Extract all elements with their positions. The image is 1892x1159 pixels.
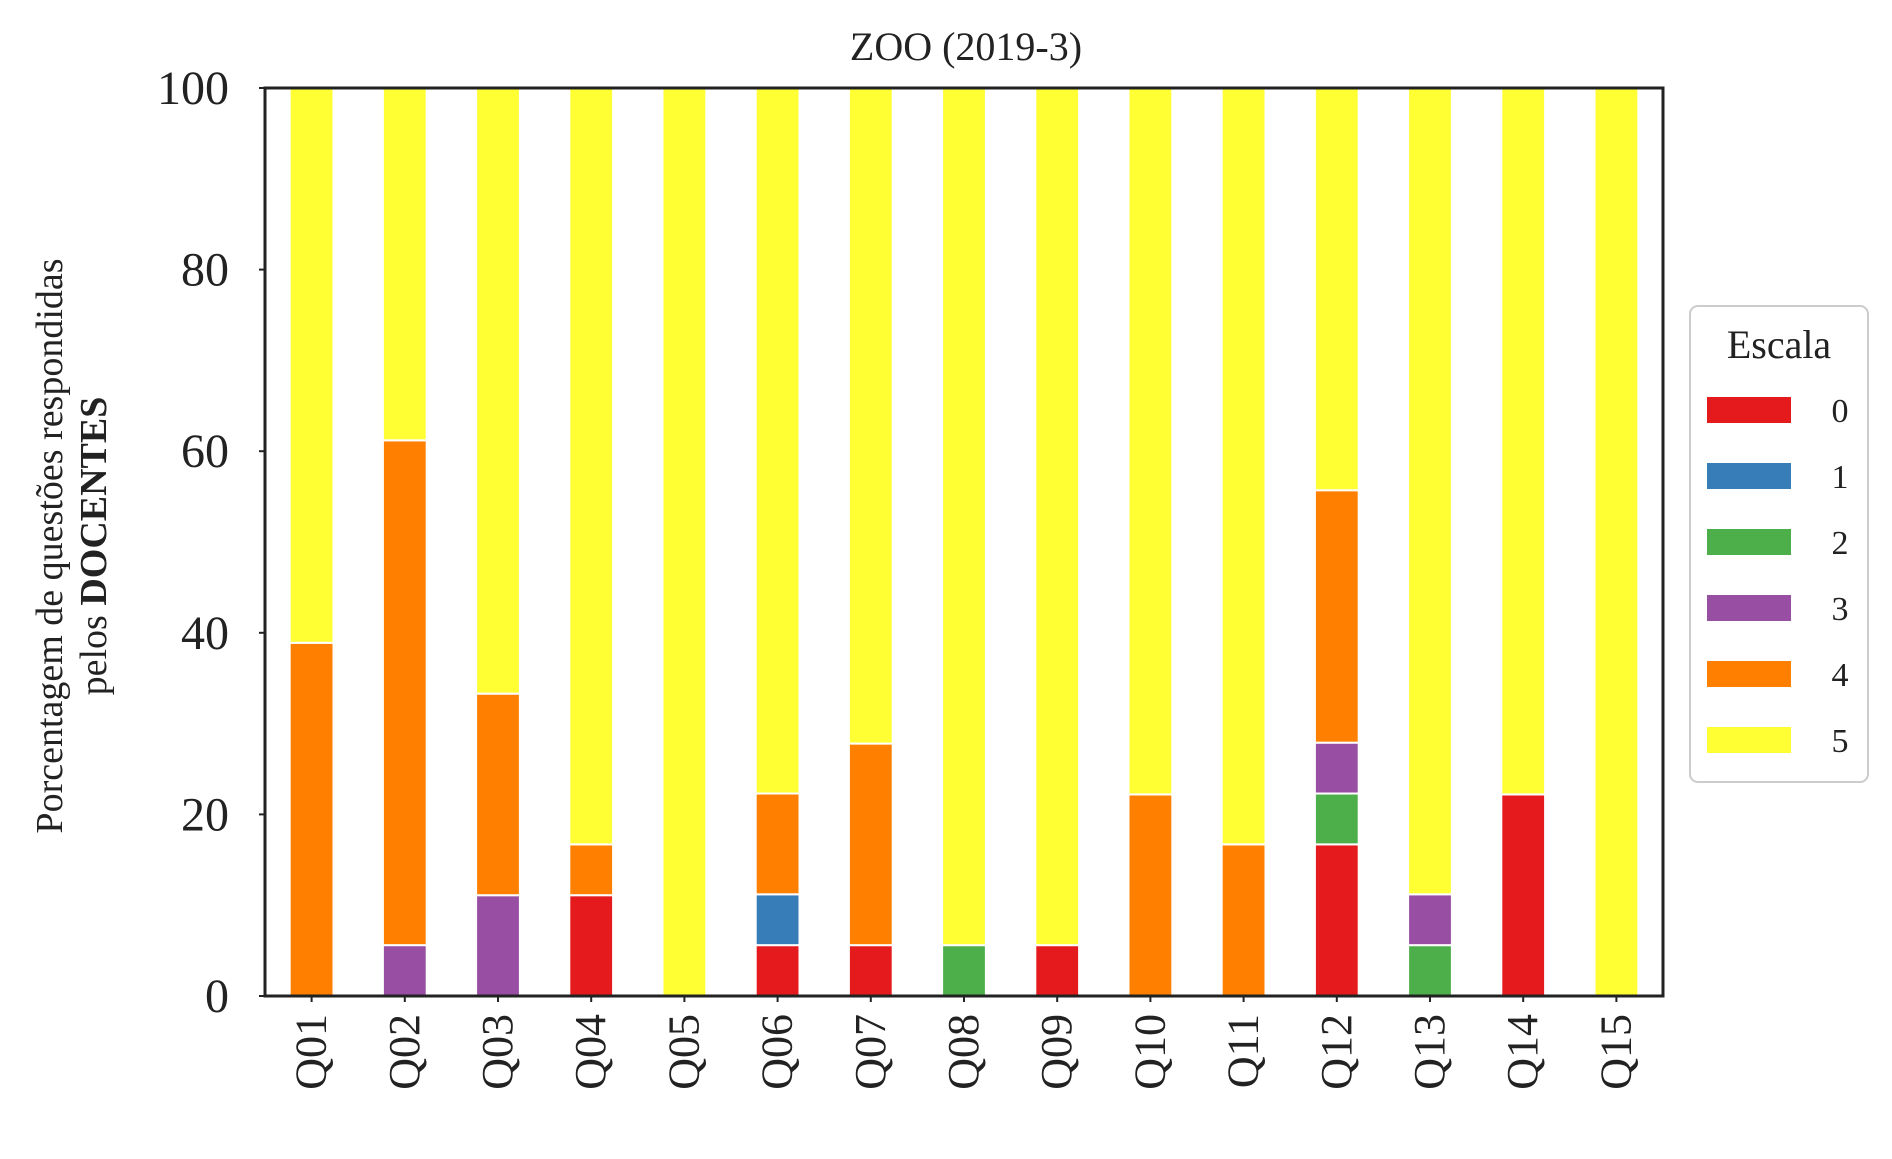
bar-segment-q12-scale-2	[1313, 792, 1360, 846]
x-tick-label-q12: Q12	[1312, 1014, 1361, 1090]
bar-segment-q09-scale-5	[1034, 87, 1081, 947]
bar-segment-q12-scale-3	[1313, 741, 1360, 795]
bar-segment-q06-scale-5	[754, 86, 801, 795]
bar-segment-q11-scale-5	[1220, 87, 1267, 846]
x-tick-label-q06: Q06	[753, 1014, 802, 1090]
svg-text:Porcentagem de questões respon: Porcentagem de questões respondidas	[29, 258, 71, 833]
bar-segment-q05-scale-5	[661, 87, 708, 997]
chart-title: ZOO (2019-3)	[850, 24, 1082, 69]
x-tick-label-q13: Q13	[1405, 1014, 1454, 1090]
x-tick-label-q08: Q08	[939, 1014, 988, 1090]
bar-segment-q06-scale-4	[754, 792, 801, 896]
bar-segment-q06-scale-0	[754, 944, 801, 998]
bar-segment-q09-scale-0	[1034, 944, 1081, 998]
y-tick-label-20: 20	[181, 788, 229, 841]
bar-segment-q08-scale-2	[941, 944, 987, 998]
bar-segment-q13-scale-3	[1407, 893, 1453, 947]
bar-segment-q10-scale-5	[1127, 87, 1174, 796]
bar-segment-q03-scale-3	[475, 894, 521, 998]
bar-segment-q13-scale-5	[1407, 86, 1453, 896]
bar-segment-q14-scale-5	[1500, 87, 1547, 796]
bar-segment-q15-scale-5	[1593, 87, 1640, 997]
plot-bars	[288, 86, 1640, 998]
y-tick-label-80: 80	[181, 244, 229, 297]
y-axis-label-line1: Porcentagem de questões respondidas	[29, 258, 71, 833]
legend-label-2: 2	[1832, 525, 1849, 562]
y-axis-label-line2-prefix: pelos	[73, 606, 115, 696]
y-tick-label-40: 40	[181, 607, 229, 660]
x-tick-label-q04: Q04	[566, 1014, 615, 1090]
bar-segment-q08-scale-5	[941, 87, 987, 947]
legend: Escala 0 1 2 3 4 5	[1689, 305, 1869, 783]
bar-segment-q02-scale-4	[381, 439, 428, 947]
legend-swatch-1	[1707, 463, 1791, 489]
y-axis-label: Porcentagem de questões respondidas pelo…	[29, 258, 115, 833]
bar-segment-q07-scale-5	[847, 87, 894, 745]
bar-segment-q02-scale-3	[381, 944, 428, 998]
y-tick-label-60: 60	[181, 425, 229, 478]
bar-segment-q03-scale-4	[475, 692, 521, 897]
legend-title: Escala	[1727, 322, 1832, 367]
x-tick-label-q14: Q14	[1498, 1014, 1547, 1090]
legend-label-0: 0	[1832, 393, 1849, 430]
bar-segment-q03-scale-5	[475, 87, 521, 695]
bar-segment-q14-scale-0	[1500, 793, 1547, 997]
legend-label-5: 5	[1832, 723, 1849, 760]
bar-segment-q13-scale-2	[1407, 944, 1453, 998]
bar-segment-q07-scale-0	[847, 944, 894, 998]
x-tick-label-q10: Q10	[1125, 1014, 1174, 1090]
x-tick-label-q07: Q07	[846, 1014, 895, 1090]
x-tick-label-q11: Q11	[1219, 1014, 1268, 1088]
bar-segment-q12-scale-5	[1313, 86, 1360, 492]
bar-segment-q01-scale-5	[288, 87, 335, 644]
y-axis-ticks: 0 20 40 60 80 100	[157, 62, 265, 1023]
bar-segment-q04-scale-5	[568, 87, 615, 846]
legend-swatch-3	[1707, 595, 1791, 621]
x-tick-label-q15: Q15	[1591, 1014, 1640, 1090]
x-tick-label-q03: Q03	[473, 1014, 522, 1090]
bar-segment-q04-scale-4	[568, 843, 615, 897]
legend-items: 0 1 2 3 4 5	[1707, 393, 1849, 760]
x-tick-label-q09: Q09	[1032, 1014, 1081, 1090]
y-tick-label-100: 100	[157, 62, 229, 115]
x-tick-label-q05: Q05	[659, 1014, 708, 1090]
bar-segment-q11-scale-4	[1220, 843, 1267, 997]
bar-segment-q02-scale-5	[381, 86, 428, 442]
bar-segment-q10-scale-4	[1127, 793, 1174, 997]
bar-segment-q01-scale-4	[288, 641, 335, 997]
bar-segment-q07-scale-4	[847, 742, 894, 947]
legend-label-3: 3	[1832, 591, 1849, 628]
bar-segment-q06-scale-1	[754, 893, 801, 947]
legend-swatch-4	[1707, 661, 1791, 687]
bar-segment-q04-scale-0	[568, 894, 615, 998]
legend-label-1: 1	[1832, 459, 1849, 496]
y-tick-label-0: 0	[205, 970, 229, 1023]
legend-swatch-0	[1707, 397, 1791, 423]
x-tick-label-q01: Q01	[287, 1014, 336, 1090]
bar-segment-q12-scale-4	[1313, 489, 1360, 744]
legend-label-4: 4	[1832, 657, 1849, 694]
plot-frame	[263, 86, 1665, 998]
bar-segment-q12-scale-0	[1313, 843, 1360, 997]
x-tick-label-q02: Q02	[380, 1014, 429, 1090]
legend-swatch-5	[1707, 727, 1791, 753]
legend-swatch-2	[1707, 529, 1791, 555]
y-axis-label-line2-bold: DOCENTES	[73, 397, 115, 606]
x-axis-ticks: Q01 Q02 Q03 Q04 Q05 Q06 Q07 Q08 Q09 Q10 Q11 Q12 Q13 Q…	[287, 996, 1640, 1090]
svg-text:pelos DOCENTES: pelos DOCENTES	[73, 397, 115, 696]
